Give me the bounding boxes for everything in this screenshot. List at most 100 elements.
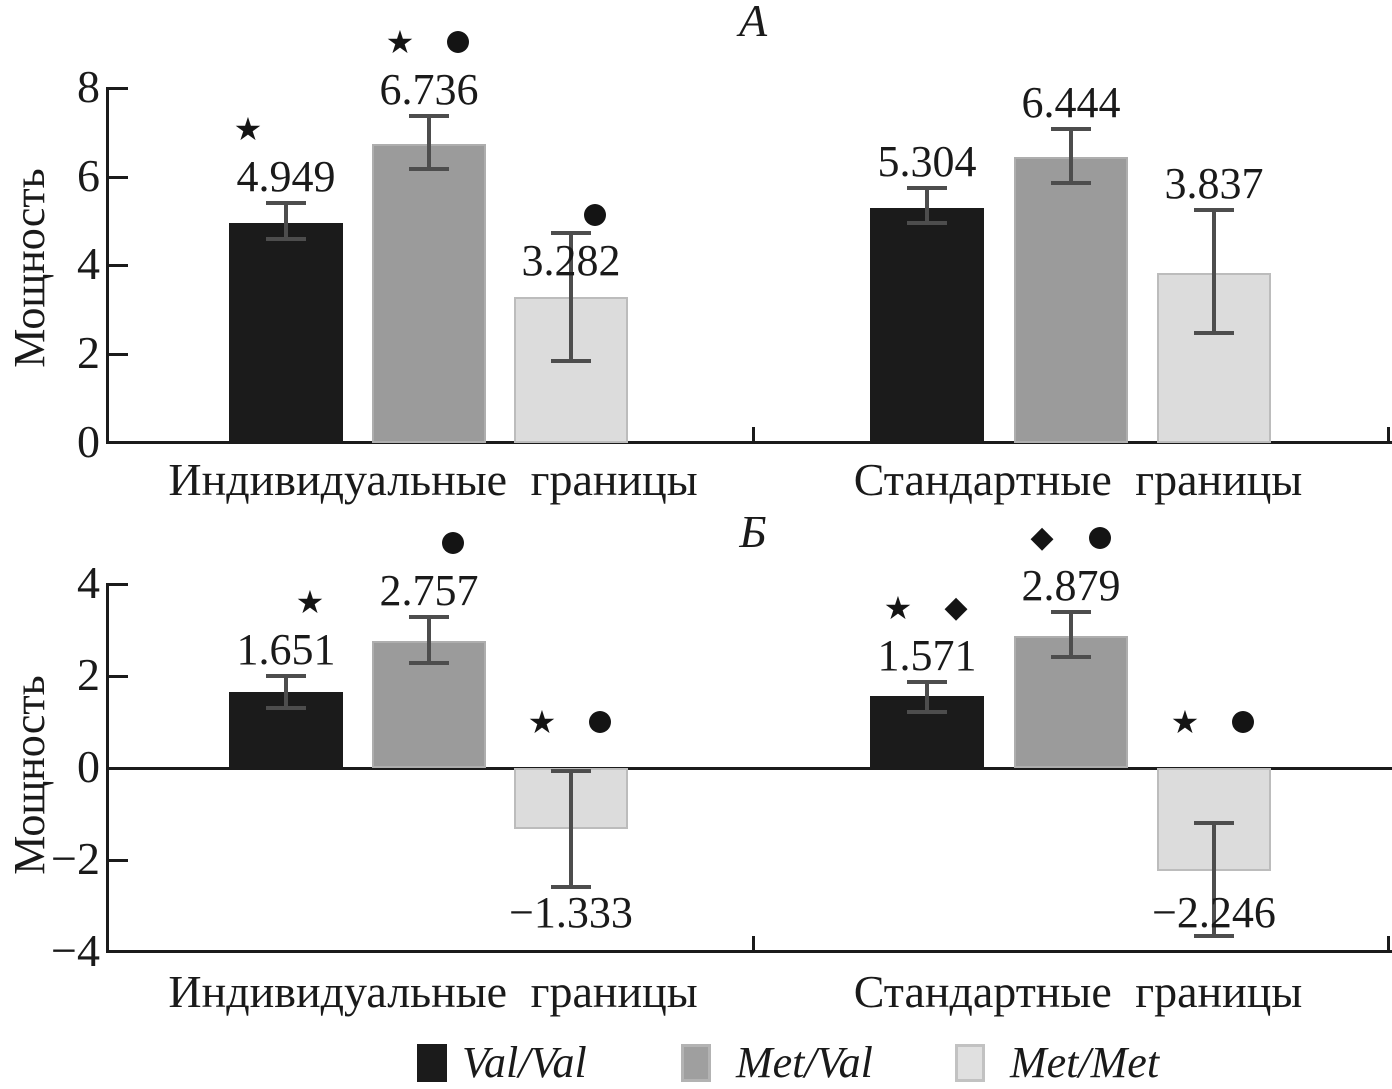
bar-val-val xyxy=(229,223,343,443)
error-bar-line xyxy=(1069,128,1073,183)
error-bar-cap xyxy=(1051,126,1091,131)
error-bar-line xyxy=(1212,823,1216,936)
error-bar-cap xyxy=(1194,208,1234,213)
error-bar-cap xyxy=(266,236,306,241)
y-tick-label: 6 xyxy=(77,149,100,201)
y-axis-tick xyxy=(106,264,128,268)
error-bar-cap xyxy=(1194,331,1234,336)
error-bar-cap xyxy=(907,221,947,226)
y-axis-tick xyxy=(106,86,128,90)
error-bar-cap xyxy=(266,706,306,711)
error-bar-cap xyxy=(266,201,306,206)
error-bar-cap xyxy=(409,166,449,171)
bar-value-label: 4.949 xyxy=(236,152,336,202)
error-bar-cap xyxy=(1051,610,1091,615)
x-axis-tick xyxy=(752,427,755,441)
circle-marker xyxy=(1089,527,1111,550)
x-axis-line xyxy=(106,441,1392,444)
error-bar-cap xyxy=(551,230,591,235)
error-bar-cap xyxy=(409,114,449,119)
star-marker: ★ xyxy=(233,110,263,149)
error-bar-cap xyxy=(907,679,947,684)
error-bar-line xyxy=(284,203,288,239)
y-axis-tick xyxy=(106,675,128,678)
diamond-marker: ◆ xyxy=(944,589,968,625)
x-group-label: Индивидуальные границы xyxy=(168,966,698,1017)
y-axis-tick xyxy=(106,175,128,179)
legend-label: Met/Met xyxy=(1010,1038,1160,1087)
y-tick-label: 4 xyxy=(77,557,100,608)
x-axis-tick xyxy=(1387,936,1390,950)
zero-line xyxy=(106,767,1392,770)
error-bar-line xyxy=(284,675,288,709)
y-axis-tick xyxy=(106,353,128,357)
error-bar-cap xyxy=(907,186,947,191)
bar-value-label: 1.651 xyxy=(236,624,336,674)
error-bar-cap xyxy=(551,885,591,890)
error-bar-line xyxy=(569,771,573,888)
bar-value-label: 1.571 xyxy=(877,630,977,680)
bar-value-label: 6.444 xyxy=(1021,77,1121,127)
circle-marker xyxy=(584,203,606,226)
y-tick-label: 2 xyxy=(77,327,100,379)
error-bar-cap xyxy=(1051,655,1091,660)
error-bar-cap xyxy=(409,661,449,666)
error-bar-line xyxy=(1212,210,1216,334)
y-tick-label: 0 xyxy=(77,741,100,792)
error-bar-line xyxy=(925,188,929,224)
bar-value-label: −2.246 xyxy=(1152,888,1276,937)
error-bar-cap xyxy=(1194,933,1234,938)
error-bar-cap xyxy=(1051,180,1091,185)
panel-title: Б xyxy=(739,506,767,557)
x-group-label: Стандартные границы xyxy=(853,454,1303,505)
error-bar-cap xyxy=(409,615,449,620)
error-bar-line xyxy=(925,681,929,712)
y-tick-label: 8 xyxy=(77,60,100,112)
bar-value-label: 2.757 xyxy=(379,566,479,616)
bar-value-label: 5.304 xyxy=(877,137,977,187)
star-marker: ★ xyxy=(385,23,415,62)
error-bar-cap xyxy=(551,769,591,774)
bar-value-label: 6.736 xyxy=(379,65,479,115)
error-bar-cap xyxy=(551,358,591,363)
circle-marker xyxy=(447,31,469,54)
y-axis-tick xyxy=(106,583,128,586)
bar-value-label: 3.282 xyxy=(521,235,621,285)
x-axis-line xyxy=(106,950,1392,953)
circle-marker xyxy=(1232,711,1254,733)
bar-value-label: 3.837 xyxy=(1164,159,1264,209)
x-axis-tick xyxy=(1387,427,1390,441)
circle-marker xyxy=(589,711,611,733)
legend-label: Val/Val xyxy=(462,1038,587,1087)
error-bar-cap xyxy=(907,709,947,714)
legend-swatch-val-val xyxy=(417,1044,447,1082)
y-axis-tick xyxy=(106,859,128,862)
bar-value-label: −1.333 xyxy=(509,888,633,937)
y-tick-label: 0 xyxy=(77,416,100,467)
error-bar-line xyxy=(427,116,431,169)
x-axis-tick xyxy=(752,936,755,950)
legend-swatch-met-met xyxy=(955,1044,985,1082)
star-marker: ★ xyxy=(527,703,557,741)
y-tick-label: −4 xyxy=(51,925,100,976)
error-bar-line xyxy=(569,232,573,361)
diamond-marker: ◆ xyxy=(1030,520,1054,556)
star-marker: ★ xyxy=(295,582,325,621)
y-tick-label: −2 xyxy=(51,833,100,884)
y-tick-label: 4 xyxy=(77,238,100,290)
circle-marker xyxy=(442,532,464,555)
bar-met-val xyxy=(1014,156,1128,443)
bar-met-val xyxy=(372,143,486,443)
bar-val-val xyxy=(870,207,984,443)
legend-swatch-met-val xyxy=(681,1044,711,1082)
error-bar-line xyxy=(427,617,431,664)
star-marker: ★ xyxy=(1170,703,1200,741)
bar-value-label: 2.879 xyxy=(1021,561,1121,611)
legend-label: Met/Val xyxy=(736,1038,873,1087)
error-bar-cap xyxy=(1194,821,1234,826)
error-bar-line xyxy=(1069,612,1073,658)
x-group-label: Индивидуальные границы xyxy=(168,454,698,505)
error-bar-cap xyxy=(266,673,306,678)
star-marker: ★ xyxy=(883,588,913,627)
